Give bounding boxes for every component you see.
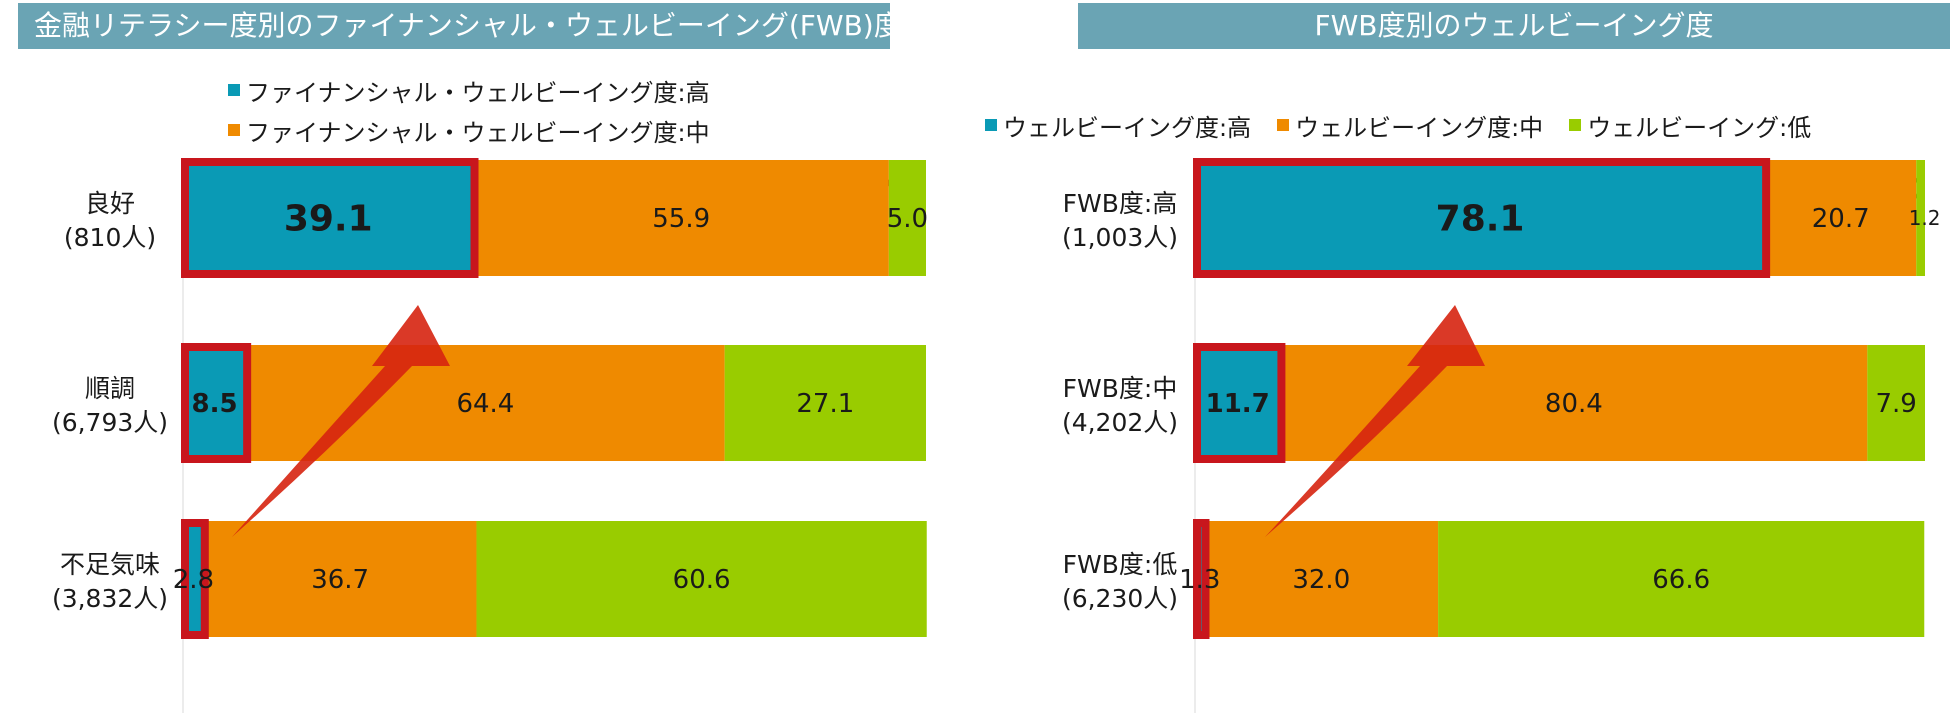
legend-item-mid: ファイナンシャル・ウェルビーイング度:中 xyxy=(228,110,710,150)
legend-swatch-low xyxy=(1569,119,1582,131)
right-legend: ウェルビーイング度:高 ウェルビーイング度:中 ウェルビーイング:低 xyxy=(985,108,1837,142)
legend-label: ウェルビーイング度:中 xyxy=(1295,113,1544,142)
right-chart-panel: FWB度別のウェルビーイング度 xyxy=(1075,0,1950,713)
data-label: 20.7 xyxy=(1812,204,1870,234)
category-label: 良好 xyxy=(85,189,135,218)
bar-segment xyxy=(473,160,889,276)
category-label: 不足気味 xyxy=(60,550,160,579)
bar-segment xyxy=(183,345,247,461)
legend-item-high: ファイナンシャル・ウェルビーイング度:高 xyxy=(228,70,710,110)
bar-segment xyxy=(1195,160,1766,276)
trend-arrow xyxy=(232,305,450,537)
category-label: 順調 xyxy=(85,374,135,403)
data-label: 1.2 xyxy=(1909,206,1941,230)
left-chart-title: 金融リテラシー度別のファイナンシャル・ウェルビーイング(FWB)度 xyxy=(18,3,890,49)
category-count-label: (3,832人) xyxy=(52,584,168,613)
bar-segment xyxy=(183,160,474,276)
bar-segment xyxy=(724,345,926,461)
data-label: 78.1 xyxy=(1436,199,1525,240)
bar-segment xyxy=(1438,521,1925,637)
data-label: 11.7 xyxy=(1206,389,1270,419)
legend-label: ウェルビーイング度:高 xyxy=(1003,113,1252,142)
category-count-label: (1,003人) xyxy=(1062,223,1178,252)
category-label: FWB度:低 xyxy=(1063,550,1178,579)
legend-label: ファイナンシャル・ウェルビーイング度:中 xyxy=(246,118,710,147)
bar-segment xyxy=(1916,160,1925,276)
data-label: 8.5 xyxy=(192,389,238,419)
bar-segment xyxy=(203,521,477,637)
legend-swatch-mid xyxy=(1277,119,1290,131)
category-count-label: (4,202人) xyxy=(1062,408,1178,437)
highlight-box xyxy=(181,519,209,639)
bar-segment xyxy=(1867,345,1925,461)
bar-segment xyxy=(1204,521,1439,637)
legend-item-mid: ウェルビーイング度:中 xyxy=(1277,108,1543,142)
legend-label: ファイナンシャル・ウェルビーイング度:高 xyxy=(246,78,710,107)
category-count-label: (6,793人) xyxy=(52,408,168,437)
data-label: 80.4 xyxy=(1545,389,1603,419)
highlight-box xyxy=(181,158,479,278)
category-count-label: (6,230人) xyxy=(1062,584,1178,613)
category-label: FWB度:高 xyxy=(1063,189,1178,218)
data-label: 1.3 xyxy=(1179,565,1220,595)
category-count-label: (810人) xyxy=(64,223,156,252)
data-label: 60.6 xyxy=(673,565,731,595)
trend-arrow xyxy=(1265,305,1485,537)
legend-item-high: ウェルビーイング度:高 xyxy=(985,108,1251,142)
legend-swatch-mid xyxy=(228,124,240,136)
data-label: 2.8 xyxy=(173,565,214,595)
bar-segment xyxy=(476,521,927,637)
legend-item-low: ウェルビーイング:低 xyxy=(1569,108,1811,142)
data-label: 32.0 xyxy=(1292,565,1350,595)
highlight-box xyxy=(1193,519,1210,639)
data-label: 27.1 xyxy=(796,389,854,419)
category-label: FWB度:中 xyxy=(1063,374,1178,403)
data-label: 5.0 xyxy=(887,204,928,234)
legend-label: ウェルビーイング:低 xyxy=(1587,113,1812,142)
bar-segment xyxy=(1195,345,1281,461)
highlight-box xyxy=(181,343,252,463)
bar-segment xyxy=(1280,345,1868,461)
data-label: 36.7 xyxy=(311,565,369,595)
bar-segment xyxy=(1765,160,1917,276)
data-label: 55.9 xyxy=(652,204,710,234)
right-chart-title: FWB度別のウェルビーイング度 xyxy=(1078,3,1950,49)
data-label: 64.4 xyxy=(456,389,514,419)
legend-swatch-high xyxy=(985,119,997,131)
data-label: 7.9 xyxy=(1875,389,1916,419)
bar-segment xyxy=(888,160,926,276)
legend-swatch-high xyxy=(228,84,240,96)
highlight-box xyxy=(1193,343,1286,463)
data-label: 39.1 xyxy=(284,199,373,240)
data-label: 66.6 xyxy=(1652,565,1710,595)
highlight-box xyxy=(1193,158,1771,278)
